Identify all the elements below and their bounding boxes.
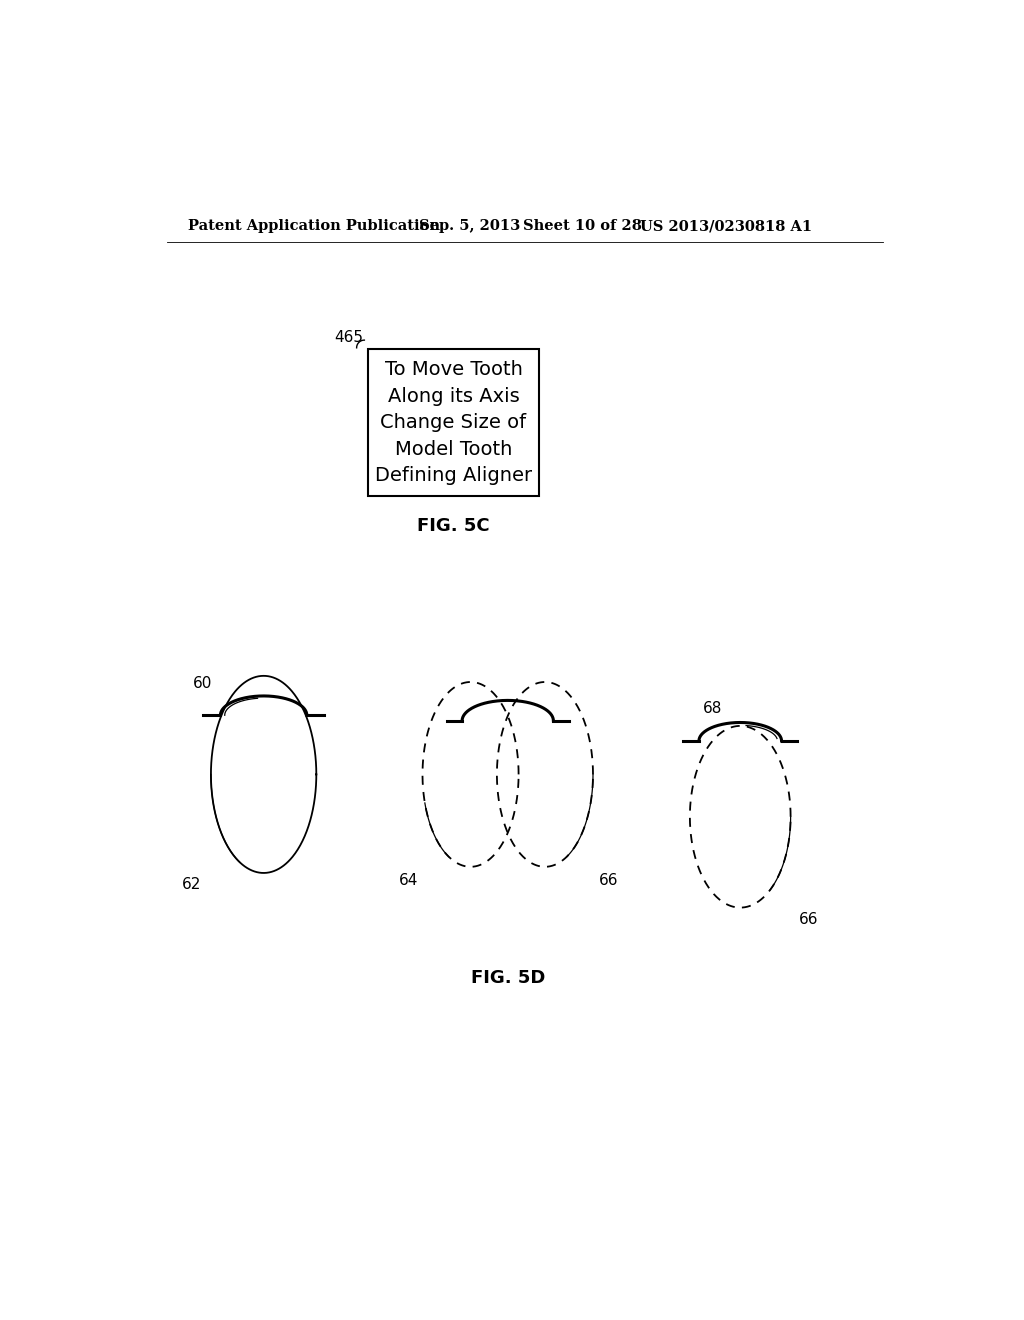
Text: FIG. 5D: FIG. 5D bbox=[471, 969, 545, 987]
Text: 62: 62 bbox=[182, 876, 202, 892]
Text: 465: 465 bbox=[334, 330, 362, 345]
Bar bbox=[369, 350, 539, 496]
Text: To Move Tooth
Along its Axis
Change Size of
Model Tooth
Defining Aligner: To Move Tooth Along its Axis Change Size… bbox=[375, 360, 532, 484]
Text: 66: 66 bbox=[799, 912, 818, 927]
Text: FIG. 5C: FIG. 5C bbox=[417, 517, 489, 536]
Text: Sheet 10 of 28: Sheet 10 of 28 bbox=[523, 219, 642, 234]
Text: 60: 60 bbox=[194, 676, 213, 690]
Text: Sep. 5, 2013: Sep. 5, 2013 bbox=[419, 219, 520, 234]
Text: US 2013/0230818 A1: US 2013/0230818 A1 bbox=[640, 219, 812, 234]
Text: 64: 64 bbox=[399, 873, 419, 888]
Text: 66: 66 bbox=[599, 873, 618, 888]
Text: 68: 68 bbox=[702, 701, 722, 715]
Text: Patent Application Publication: Patent Application Publication bbox=[188, 219, 440, 234]
